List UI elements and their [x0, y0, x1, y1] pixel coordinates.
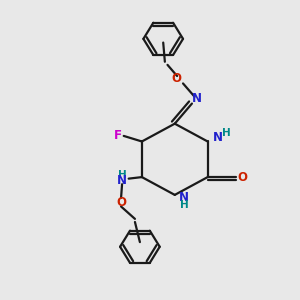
Text: O: O — [171, 72, 182, 85]
Text: N: N — [117, 174, 127, 187]
Text: N: N — [192, 92, 202, 105]
Text: H: H — [180, 200, 188, 210]
Text: H: H — [118, 170, 126, 180]
Text: F: F — [114, 129, 122, 142]
Text: O: O — [237, 171, 247, 184]
Text: H: H — [222, 128, 231, 138]
Text: N: N — [179, 191, 189, 205]
Text: N: N — [213, 131, 223, 144]
Text: O: O — [116, 196, 126, 209]
